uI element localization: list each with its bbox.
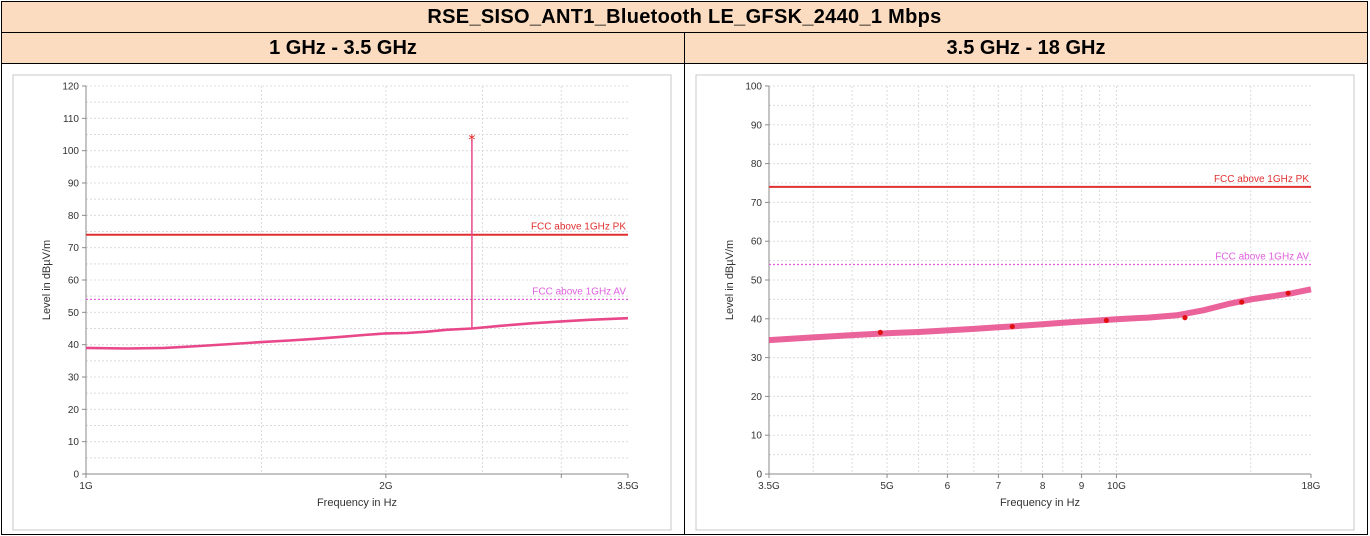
x-tick-label: 1G (79, 481, 93, 492)
x-tick-label: 5G (880, 481, 894, 492)
peak-marker (1103, 317, 1109, 323)
y-tick-label: 60 (68, 276, 80, 287)
report-title: RSE_SISO_ANT1_Bluetooth LE_GFSK_2440_1 M… (1, 1, 1368, 33)
peak-marker (1285, 290, 1291, 296)
chart-frame (12, 74, 672, 531)
y-tick-label: 10 (68, 437, 80, 448)
y-tick-label: 50 (68, 308, 80, 319)
y-tick-label: 70 (751, 198, 763, 209)
y-tick-label: 90 (68, 179, 80, 190)
grid (769, 85, 1311, 474)
y-axis-label: Level in dBµV/m (724, 240, 736, 320)
y-tick-label: 80 (68, 211, 80, 222)
y-tick-label: 100 (745, 82, 762, 93)
pk-limit-label: FCC above 1GHz PK (531, 222, 626, 233)
x-tick-label: 3.5G (758, 481, 780, 492)
x-tick-label: 7 (996, 481, 1002, 492)
y-tick-label: 60 (751, 237, 763, 248)
peak-marker (877, 329, 883, 335)
x-tick-label: 2G (379, 481, 393, 492)
x-tick-label: 8 (1040, 481, 1046, 492)
x-tick-label: 9 (1079, 481, 1085, 492)
x-tick-label: 10G (1107, 481, 1126, 492)
y-tick-label: 100 (62, 146, 79, 157)
y-tick-label: 90 (751, 120, 763, 131)
x-tick-label: 6 (945, 481, 951, 492)
av-limit-label: FCC above 1GHz AV (532, 286, 626, 297)
x-axis-label: Frequency in Hz (1000, 497, 1080, 509)
av-limit-label: FCC above 1GHz AV (1215, 251, 1309, 262)
peak-marker (1239, 299, 1245, 305)
chart-frame (695, 74, 1355, 531)
y-tick-label: 40 (751, 314, 763, 325)
y-tick-label: 120 (62, 82, 79, 93)
y-tick-label: 80 (751, 159, 763, 170)
y-tick-label: 10 (751, 431, 763, 442)
y-tick-label: 0 (73, 470, 79, 481)
y-tick-label: 20 (751, 392, 763, 403)
pk-limit-label: FCC above 1GHz PK (1214, 174, 1309, 185)
peak-marker: * (468, 132, 475, 148)
x-tick-label: 3.5G (617, 481, 639, 492)
range-label-right: 3.5 GHz - 18 GHz (684, 32, 1368, 64)
y-tick-label: 40 (68, 340, 80, 351)
y-tick-label: 0 (756, 470, 762, 481)
x-tick-label: 18G (1302, 481, 1321, 492)
x-axis-label: Frequency in Hz (317, 497, 397, 509)
y-axis-label: Level in dBµV/m (41, 240, 53, 320)
spectrum-chart-left: 0 10 20 30 40 50 60 70 80 90 100 110 120 1G 2G 3.5G Freq… (12, 74, 672, 531)
range-label-left: 1 GHz - 3.5 GHz (1, 32, 685, 64)
grid (86, 85, 628, 474)
y-tick-label: 110 (63, 114, 79, 125)
peak-marker (1182, 315, 1188, 321)
y-tick-label: 20 (68, 405, 80, 416)
chart-cell-left: 0 10 20 30 40 50 60 70 80 90 100 110 120 1G 2G 3.5G Freq… (1, 63, 685, 535)
chart-cell-right: 0 10 20 30 40 50 60 70 80 90 100 3.5G 5G 6 7 8 9 10G 18G Fr… (684, 63, 1368, 535)
y-tick-label: 70 (68, 243, 80, 254)
y-tick-label: 30 (751, 353, 763, 364)
measurement-trace (85, 316, 629, 350)
y-tick-label: 50 (751, 276, 763, 287)
peak-marker (1009, 323, 1015, 330)
y-tick-label: 30 (68, 373, 80, 384)
spectrum-chart-right: 0 10 20 30 40 50 60 70 80 90 100 3.5G 5G 6 7 8 9 10G 18G Fr… (695, 74, 1355, 531)
